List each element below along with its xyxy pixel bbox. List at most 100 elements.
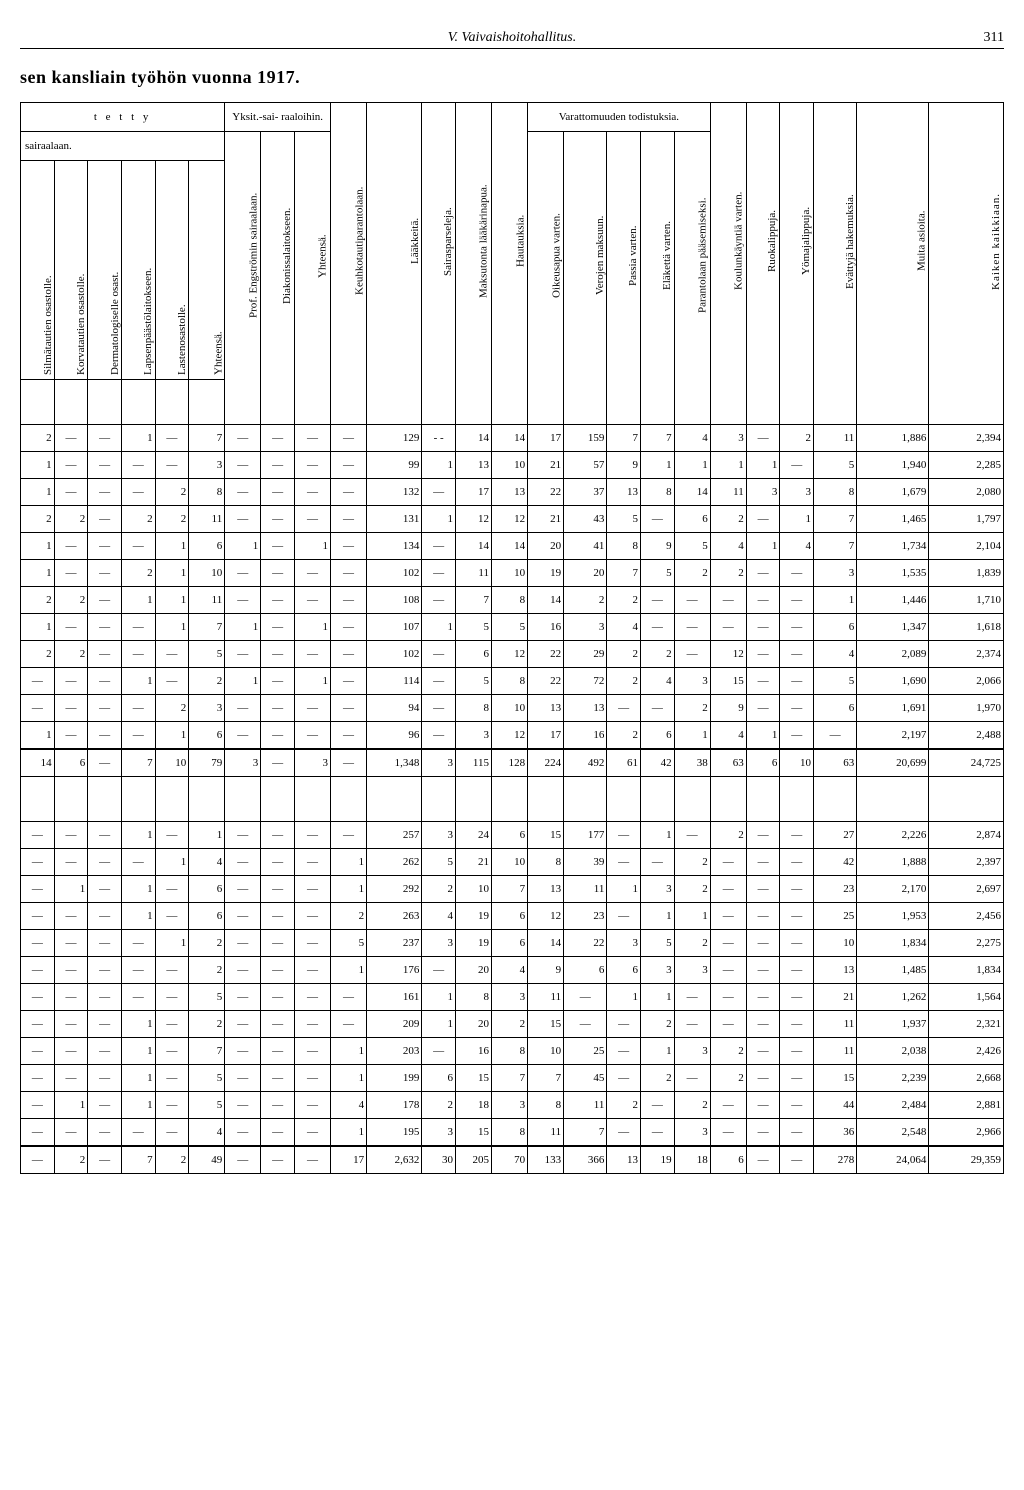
cell: — <box>422 641 456 668</box>
cell: 3 <box>814 560 857 587</box>
cell: — <box>780 587 814 614</box>
cell: — <box>261 425 295 452</box>
cell: — <box>564 1011 607 1038</box>
cell: — <box>422 479 456 506</box>
table-row: —2—7249———172,63230205701333661319186——2… <box>21 1146 1004 1174</box>
cell: — <box>88 533 122 560</box>
cell: 2,456 <box>929 903 1004 930</box>
cell: 2 <box>641 1011 675 1038</box>
cell: 25 <box>564 1038 607 1065</box>
cell: — <box>780 903 814 930</box>
cell: 3 <box>189 452 225 479</box>
table-row: —1—1—6———129221071311132———232,1702,697 <box>21 876 1004 903</box>
cell: — <box>780 668 814 695</box>
cell: — <box>710 903 746 930</box>
cell: — <box>607 1038 641 1065</box>
cell: 1 <box>225 614 261 641</box>
cell: 1 <box>331 1038 367 1065</box>
cell: 2 <box>641 1065 675 1092</box>
cell: 3 <box>641 876 675 903</box>
cell: 1 <box>121 668 155 695</box>
cell: 7 <box>492 876 528 903</box>
cell: — <box>607 1065 641 1092</box>
cell: 10 <box>814 930 857 957</box>
cell: — <box>261 749 295 777</box>
cell: 2 <box>607 722 641 750</box>
cell: — <box>155 641 189 668</box>
cell: — <box>261 984 295 1011</box>
cell: 2,966 <box>929 1119 1004 1147</box>
cell: — <box>261 876 295 903</box>
cell: 4 <box>189 849 225 876</box>
cell: 3 <box>674 668 710 695</box>
cell: 1 <box>21 722 55 750</box>
cell: 2 <box>189 957 225 984</box>
cell: 6 <box>564 957 607 984</box>
cell: — <box>225 876 261 903</box>
cell: 2 <box>331 903 367 930</box>
cell: — <box>641 849 675 876</box>
cell: — <box>422 1038 456 1065</box>
cell: — <box>54 1011 88 1038</box>
cell: 37 <box>564 479 607 506</box>
cell: 205 <box>455 1146 491 1174</box>
cell: 14 <box>455 533 491 560</box>
cell: 3 <box>294 749 330 777</box>
col-20: Ruokalippuja. <box>746 103 780 380</box>
cell: 177 <box>564 822 607 849</box>
header-group-row: t e t t y Yksit.-sai- raaloihin. Keuhkot… <box>21 103 1004 132</box>
cell: — <box>155 425 189 452</box>
cell: — <box>422 560 456 587</box>
cell: — <box>88 1011 122 1038</box>
cell: — <box>54 722 88 750</box>
cell: 2,285 <box>929 452 1004 479</box>
cell: 8 <box>455 695 491 722</box>
group-varattom: Varattomuuden todistuksia. <box>528 103 711 132</box>
cell: — <box>780 1092 814 1119</box>
cell: — <box>261 560 295 587</box>
cell: 1,690 <box>857 668 929 695</box>
cell: — <box>88 903 122 930</box>
cell: 19 <box>455 930 491 957</box>
cell: 2,104 <box>929 533 1004 560</box>
cell: — <box>88 749 122 777</box>
cell: — <box>54 930 88 957</box>
cell: 5 <box>641 930 675 957</box>
cell: 11 <box>814 425 857 452</box>
col-13: Hautauksia. <box>492 103 528 380</box>
cell: 1 <box>225 668 261 695</box>
cell: 2 <box>710 506 746 533</box>
col-2: Dermatologiselle osast. <box>88 161 122 380</box>
cell: 49 <box>189 1146 225 1174</box>
cell: — <box>294 849 330 876</box>
cell: 29 <box>564 641 607 668</box>
cell: 16 <box>564 722 607 750</box>
cell: — <box>331 749 367 777</box>
cell: 4 <box>780 533 814 560</box>
cell: — <box>54 1038 88 1065</box>
cell: 2 <box>189 930 225 957</box>
table-row: ———1—7———1203—1681025—132——112,0382,426 <box>21 1038 1004 1065</box>
cell: — <box>155 957 189 984</box>
data-table: t e t t y Yksit.-sai- raaloihin. Keuhkot… <box>20 102 1004 1174</box>
cell: 13 <box>528 695 564 722</box>
cell: 7 <box>189 1038 225 1065</box>
cell: — <box>88 1146 122 1174</box>
cell: — <box>294 560 330 587</box>
cell: — <box>155 1065 189 1092</box>
cell: 1 <box>294 533 330 560</box>
cell: 8 <box>492 1119 528 1147</box>
cell: — <box>261 452 295 479</box>
cell: 2 <box>564 587 607 614</box>
cell: 13 <box>814 957 857 984</box>
cell: — <box>54 903 88 930</box>
cell: 8 <box>528 1092 564 1119</box>
cell: 14 <box>455 425 491 452</box>
page-heading: sen kansliain työhön vuonna 1917. <box>20 67 1004 88</box>
cell: — <box>294 984 330 1011</box>
cell: 27 <box>814 822 857 849</box>
cell: 17 <box>455 479 491 506</box>
cell: — <box>88 614 122 641</box>
cell: — <box>331 695 367 722</box>
cell: 15 <box>455 1065 491 1092</box>
